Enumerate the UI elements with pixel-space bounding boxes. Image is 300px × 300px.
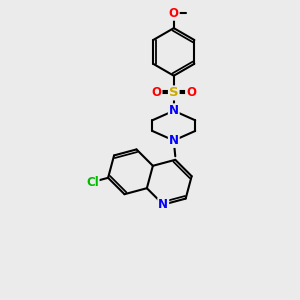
Text: S: S	[169, 86, 178, 99]
Text: O: O	[152, 86, 161, 99]
Text: N: N	[158, 198, 168, 211]
Text: N: N	[169, 134, 179, 147]
Text: Cl: Cl	[86, 176, 99, 188]
Text: O: O	[169, 7, 179, 20]
Text: N: N	[169, 104, 179, 117]
Text: O: O	[186, 86, 196, 99]
